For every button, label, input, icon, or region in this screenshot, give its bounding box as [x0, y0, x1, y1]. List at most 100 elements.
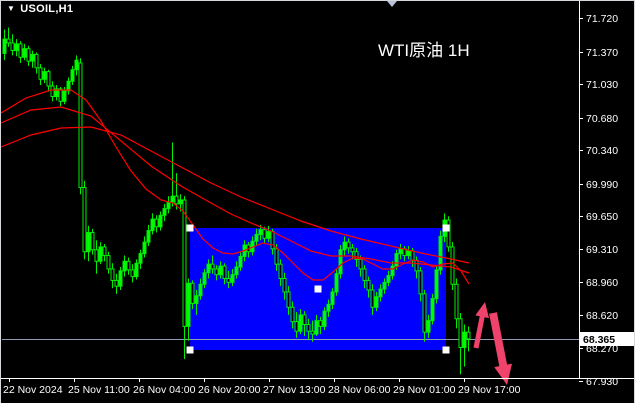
candle-body [286, 291, 291, 308]
candle-body [298, 314, 303, 332]
rectangle-anchor-handle[interactable] [186, 346, 194, 354]
candle-body [322, 310, 327, 327]
price-tick-label: 69.650 [586, 211, 618, 223]
candle-body [394, 253, 399, 267]
candle-body [418, 270, 423, 295]
trend-arrow-up[interactable] [473, 302, 490, 349]
candle-body [278, 263, 283, 280]
candle-body [274, 248, 279, 265]
candle-body [154, 218, 159, 228]
time-axis-label: 26 Nov 04:00 [133, 384, 196, 396]
price-tick-label: 71.030 [586, 79, 618, 91]
candle-body [438, 235, 443, 271]
candle-body [186, 282, 191, 327]
candle-body [142, 241, 147, 255]
candle-body [38, 67, 43, 80]
candle-body [118, 270, 123, 287]
candle-body [450, 246, 455, 285]
candle-body [338, 249, 343, 275]
candle-body [366, 279, 371, 291]
trend-arrow-down[interactable] [489, 312, 512, 385]
candle-body [326, 303, 331, 312]
rectangle-anchor-handle[interactable] [442, 224, 450, 232]
candle-body [354, 251, 359, 260]
candle-body [206, 263, 211, 274]
candle-body [234, 266, 239, 276]
candle-body [462, 331, 467, 348]
candle-body [214, 268, 219, 276]
candle-body [330, 291, 335, 305]
price-tick-label: 67.930 [586, 376, 618, 388]
candle-body [370, 289, 375, 308]
rectangle-anchor-handle[interactable] [314, 285, 322, 293]
candle-body [106, 255, 111, 270]
symbol-label-text: USOIL,H1 [20, 3, 74, 15]
candle-body [454, 283, 459, 320]
candle-body [194, 295, 199, 304]
current-price-badge [580, 332, 634, 346]
candle-body [98, 246, 103, 262]
time-axis-label: 25 Nov 11:00 [68, 384, 130, 396]
candle-body [134, 262, 139, 278]
candle-body [34, 53, 39, 69]
rectangle-anchor-handle[interactable] [186, 224, 194, 232]
candle-body [162, 208, 167, 216]
price-tick-label: 71.370 [586, 47, 618, 59]
candle-body [22, 48, 27, 58]
candle-body [314, 320, 319, 335]
candle-body [114, 279, 119, 287]
symbol-label: ▼ USOIL,H1 [7, 3, 73, 15]
rectangle-anchor-handle[interactable] [442, 346, 450, 354]
candle-body [318, 320, 323, 327]
candle-body [2, 38, 7, 54]
candle-body [178, 199, 183, 205]
candle-body [290, 306, 295, 323]
price-tick-label: 70.680 [586, 113, 618, 125]
candle-body [210, 263, 215, 270]
time-axis-label: 27 Nov 13:00 [263, 384, 326, 396]
current-price-badge-text: 68.365 [583, 334, 615, 346]
candle-body [126, 260, 131, 271]
candle-body [74, 59, 79, 71]
candle-body [50, 85, 55, 98]
candle-body [150, 218, 155, 232]
candle-body [466, 331, 471, 340]
candle-body [342, 241, 347, 251]
candle-body [302, 314, 307, 325]
candle-body [458, 318, 463, 348]
candle-body [158, 214, 163, 228]
candle-body [374, 296, 379, 308]
candle-body [14, 43, 19, 52]
price-tick-label: 69.310 [586, 244, 618, 256]
candle-body [258, 229, 263, 235]
chart-shift-marker[interactable] [387, 1, 397, 7]
ma-fast-line [1, 89, 470, 285]
candle-body [426, 320, 431, 333]
candle-body [398, 248, 403, 255]
candle-body [122, 260, 127, 272]
candle-body [30, 53, 35, 62]
candle-body [70, 69, 75, 82]
candle-body [238, 255, 243, 268]
candle-body [434, 269, 439, 300]
symbol-dropdown-icon[interactable]: ▼ [7, 4, 16, 13]
candle-body [218, 265, 223, 276]
candle-body [42, 71, 47, 80]
candle-body [282, 278, 287, 293]
candle-body [198, 283, 203, 297]
time-axis-label: 29 Nov 17:00 [458, 384, 521, 396]
candle-body [66, 80, 71, 92]
candle-body [46, 71, 51, 87]
price-tick-label: 70.340 [586, 145, 618, 157]
candle-body [422, 293, 427, 333]
time-axis-label: 26 Nov 20:00 [198, 384, 261, 396]
candle-body [94, 249, 99, 262]
candle-body [310, 330, 315, 335]
candle-body [182, 199, 187, 327]
candle-body [170, 195, 175, 203]
candle-body [130, 269, 135, 278]
candle-body [58, 88, 63, 102]
candle-body [226, 278, 231, 283]
